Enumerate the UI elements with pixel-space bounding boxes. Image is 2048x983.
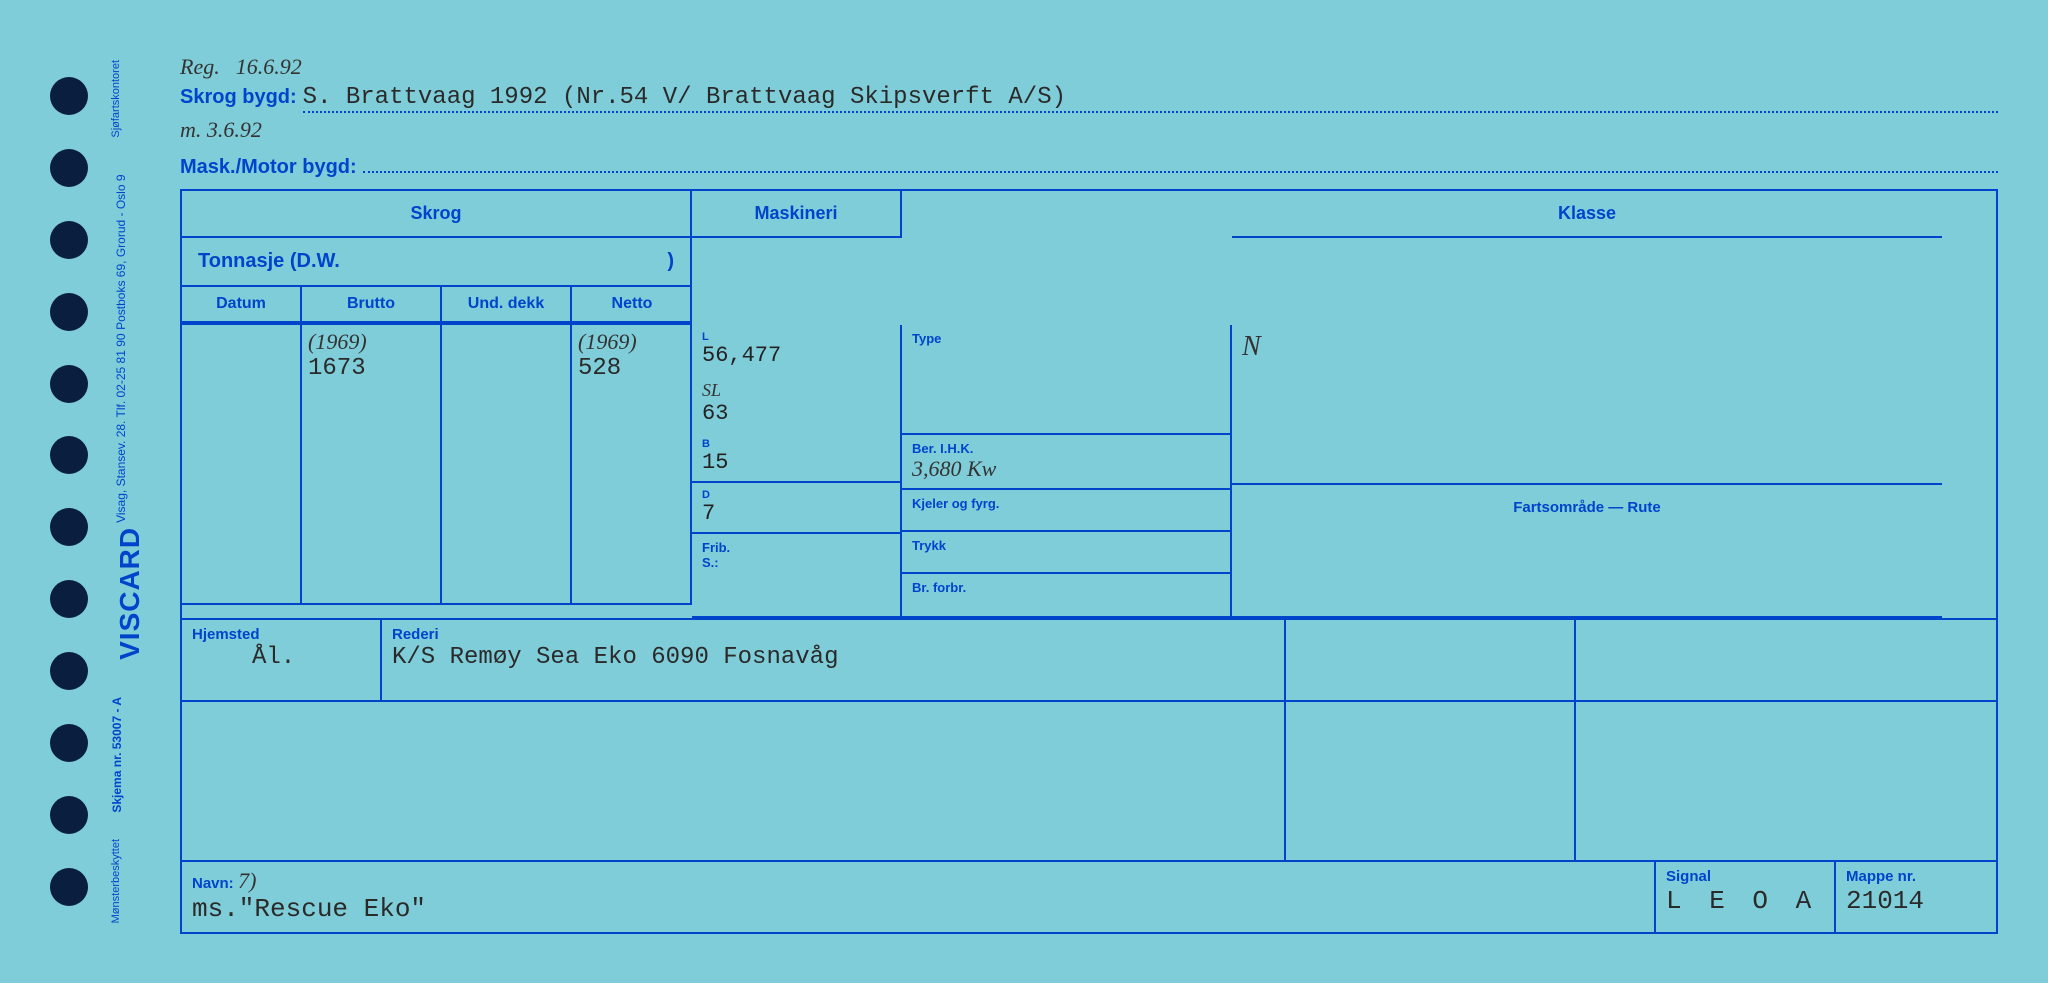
- datum-cell: [182, 325, 302, 603]
- main-grid: Tonnasje (D.W. ) Skrog Maskineri Klasse …: [180, 189, 1998, 620]
- card-body: Reg. 16.6.92 Skrog bygd: S. Brattvaag 19…: [170, 40, 2018, 943]
- side-meta-left: Sjøfartskontoret VISCARD Visag, Stansev.…: [110, 40, 170, 943]
- reg-label-hand: Reg.: [180, 54, 220, 80]
- hole: [50, 580, 88, 618]
- brand-block: VISCARD Visag, Stansev. 28. Tlf. 02-25 8…: [110, 164, 170, 670]
- brand-name: VISCARD: [114, 527, 166, 660]
- punch-holes: [30, 40, 110, 943]
- signal-label: Signal: [1666, 868, 1711, 885]
- mask-motor-label: Mask./Motor bygd:: [180, 156, 357, 179]
- mappe-label: Mappe nr.: [1846, 868, 1916, 885]
- col-und-dekk: Und. dekk: [442, 287, 572, 323]
- sl-value: 63: [702, 401, 728, 426]
- spacer-2: [1286, 702, 1576, 860]
- trykk-label: Trykk: [912, 538, 1220, 553]
- reg-date-hand: 16.6.92: [236, 54, 302, 80]
- spacer-3: [1576, 702, 1996, 860]
- brand-address-2: Postboks 69, Grorud - Oslo 9: [114, 174, 166, 329]
- hjemsted-value: Ål.: [252, 644, 295, 671]
- tonnasje-subheaders: Datum Brutto Und. dekk Netto: [182, 287, 692, 325]
- ber-value: 3,680 Kw: [912, 456, 996, 481]
- hjemsted-row: Hjemsted Ål. Rederi K/S Remøy Sea Eko 60…: [180, 620, 1998, 702]
- hole: [50, 508, 88, 546]
- mappe-cell: Mappe nr. 21014: [1836, 862, 1996, 932]
- brutto-value: 1673: [308, 355, 434, 382]
- hjemsted-cell: Hjemsted Ål.: [182, 620, 382, 700]
- mappe-value: 21014: [1846, 886, 1924, 916]
- header-block: Reg. 16.6.92 Skrog bygd: S. Brattvaag 19…: [180, 50, 1998, 189]
- m-date-hand: m. 3.6.92: [180, 117, 262, 143]
- skrog-header: Skrog: [182, 191, 692, 238]
- b-label: B: [702, 438, 888, 450]
- klasse-header: Klasse: [1232, 191, 1942, 238]
- skrog-bygd-value: S. Brattvaag 1992 (Nr.54 V/ Brattvaag Sk…: [303, 84, 1998, 113]
- hole: [50, 652, 88, 690]
- spacer-row: [180, 702, 1998, 862]
- signal-value: L E O A: [1666, 886, 1817, 916]
- l-label: L: [702, 331, 888, 343]
- navn-cell: Navn: 7) ms."Rescue Eko": [182, 862, 1656, 932]
- b-value: 15: [702, 450, 728, 475]
- klasse-value: N: [1242, 331, 1261, 362]
- ber-label: Ber. I.H.K.: [912, 441, 1220, 456]
- s-label: S.:: [702, 555, 890, 570]
- col-datum: Datum: [182, 287, 302, 323]
- br-forbr-label: Br. forbr.: [912, 580, 1220, 595]
- tonnasje-header: Tonnasje (D.W. ): [182, 238, 692, 287]
- hole: [50, 77, 88, 115]
- frib-label: Frib.: [702, 540, 890, 555]
- brand-address-1: Visag, Stansev. 28. Tlf. 02-25 81 90: [114, 334, 166, 523]
- netto-value: 528: [578, 355, 686, 382]
- form-number: Skjema nr. 53007 - A: [110, 697, 170, 813]
- spacer-1: [182, 702, 1286, 860]
- type-label: Type: [912, 331, 1220, 346]
- d-value: 7: [702, 501, 715, 526]
- hole: [50, 149, 88, 187]
- klasse-body: N Fartsområde — Rute: [1232, 325, 1942, 618]
- rederi-cell: Rederi K/S Remøy Sea Eko 6090 Fosnavåg: [382, 620, 1286, 700]
- hole: [50, 221, 88, 259]
- navn-seq: 7): [238, 868, 256, 893]
- brutto-cell: (1969) 1673: [302, 325, 442, 603]
- bottom-row: Navn: 7) ms."Rescue Eko" Signal L E O A …: [180, 862, 1998, 934]
- index-card: Sjøfartskontoret VISCARD Visag, Stansev.…: [20, 20, 2028, 963]
- navn-label: Navn:: [192, 875, 234, 892]
- maskineri-body: Type Ber. I.H.K. 3,680 Kw Kjeler og fyrg…: [902, 325, 1232, 618]
- l-value: 56,477: [702, 343, 781, 368]
- rederi-label: Rederi: [392, 626, 439, 643]
- dept-label-2: Mønsterbeskyttet: [110, 839, 170, 923]
- hole: [50, 868, 88, 906]
- mask-motor-value: [363, 147, 1998, 173]
- sl-label: SL: [702, 380, 721, 400]
- tonnasje-body: (1969) 1673 (1969) 528: [182, 325, 692, 605]
- kjeler-label: Kjeler og fyrg.: [912, 496, 1220, 511]
- rederi-value: K/S Remøy Sea Eko 6090 Fosnavåg: [392, 644, 838, 671]
- skrog-bygd-label: Skrog bygd:: [180, 86, 297, 109]
- navn-value: ms."Rescue Eko": [192, 894, 426, 924]
- col-netto: Netto: [572, 287, 692, 323]
- netto-hand: (1969): [578, 329, 686, 355]
- und-dekk-cell: [442, 325, 572, 603]
- hole: [50, 365, 88, 403]
- col-brutto: Brutto: [302, 287, 442, 323]
- hole: [50, 796, 88, 834]
- empty-cell-2: [1576, 620, 1996, 700]
- maskineri-header: Maskineri: [692, 191, 902, 238]
- tonnasje-label-left: Tonnasje (D.W.: [198, 250, 340, 273]
- brutto-hand: (1969): [308, 329, 434, 355]
- d-label: D: [702, 489, 888, 501]
- skrog-body: L 56,477 SL 63 B 15 D 7 Frib. S.:: [692, 325, 902, 618]
- signal-cell: Signal L E O A: [1656, 862, 1836, 932]
- hjemsted-label: Hjemsted: [192, 626, 260, 643]
- hole: [50, 293, 88, 331]
- farts-label: Fartsområde — Rute: [1513, 499, 1661, 516]
- hole: [50, 436, 88, 474]
- hole: [50, 724, 88, 762]
- netto-cell: (1969) 528: [572, 325, 692, 603]
- tonnasje-label-right: ): [667, 250, 674, 273]
- empty-cell-1: [1286, 620, 1576, 700]
- dept-label-1: Sjøfartskontoret: [110, 60, 170, 138]
